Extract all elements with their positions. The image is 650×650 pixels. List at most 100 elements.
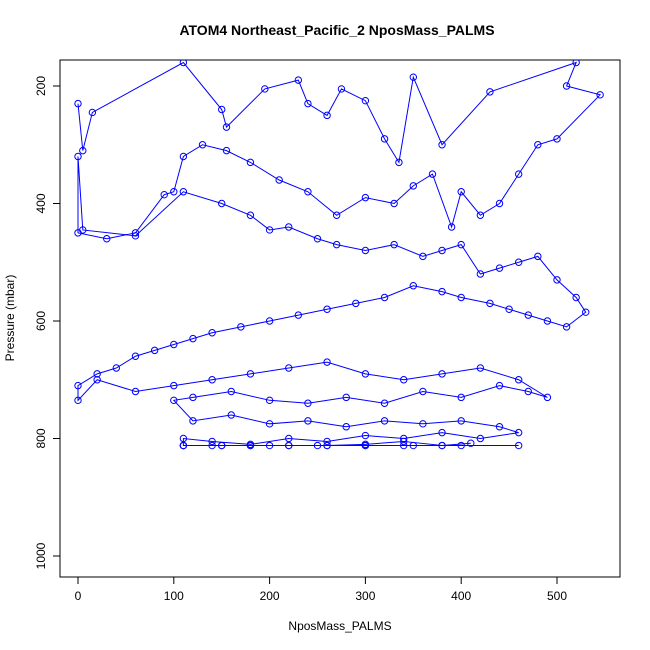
y-tick-label: 600 [34, 311, 48, 331]
data-point [304, 399, 312, 407]
data-point [596, 91, 604, 99]
data-point [438, 441, 446, 450]
data-point [495, 423, 504, 431]
data-point [409, 282, 417, 290]
data-point [265, 441, 274, 450]
data-point [323, 358, 331, 366]
data-point [361, 431, 370, 440]
data-point [170, 188, 178, 196]
data-point [285, 441, 293, 450]
data-point [227, 387, 235, 396]
data-point [222, 146, 231, 155]
data-point [179, 441, 188, 450]
data-point [313, 441, 322, 450]
data-point [198, 141, 207, 149]
data-point [495, 199, 504, 208]
data-point [131, 387, 140, 396]
data-point [400, 434, 408, 443]
data-point [543, 393, 552, 402]
data-point [170, 381, 178, 390]
data-point [265, 396, 274, 405]
data-point [457, 240, 465, 249]
data-point [390, 240, 398, 249]
data-point [486, 88, 494, 96]
data-point [74, 99, 82, 108]
data-point [553, 135, 561, 143]
data-point [428, 170, 437, 178]
data-point [170, 340, 178, 349]
data-point [467, 439, 475, 447]
data-point [438, 428, 446, 437]
data-point [562, 82, 571, 90]
data-point [294, 76, 303, 84]
data-point [160, 190, 168, 199]
data-point [534, 252, 542, 261]
data-point [179, 152, 188, 161]
data-point [246, 211, 255, 219]
data-point [476, 211, 485, 219]
data-point [208, 376, 216, 384]
data-point [457, 393, 465, 402]
data-point [419, 387, 427, 396]
data-point [332, 240, 341, 249]
data-point [395, 158, 403, 167]
data-point [438, 141, 446, 149]
data-point [486, 299, 494, 308]
data-point [476, 364, 485, 372]
x-axis: 0 100 200 300 400 500 [75, 576, 567, 603]
data-point [189, 393, 197, 402]
data-point [361, 370, 370, 378]
series-line [77, 61, 602, 447]
data-point [332, 211, 341, 219]
data-point [457, 188, 465, 196]
chart-title: ATOM4 Northeast_Pacific_2 NposMass_PALMS [179, 22, 494, 38]
data-point [131, 232, 140, 240]
data-point [409, 182, 417, 190]
data-point [304, 417, 312, 425]
data-point [505, 305, 513, 313]
x-tick-label: 200 [260, 589, 280, 603]
data-point [543, 317, 552, 325]
data-point [150, 346, 159, 355]
data-point [361, 246, 370, 255]
data-point [380, 399, 389, 407]
data-point [265, 317, 274, 325]
data-point [562, 323, 571, 331]
data-point [438, 287, 446, 296]
data-point [323, 441, 331, 450]
y-tick-label: 800 [34, 428, 48, 448]
data-point [261, 85, 269, 93]
data-point [380, 135, 389, 143]
data-point [88, 108, 97, 117]
y-axis-label: Pressure (mbar) [3, 275, 17, 362]
data-point [361, 96, 370, 105]
data-point [476, 270, 485, 278]
data-point [131, 352, 140, 360]
plot-frame [59, 59, 621, 578]
data-point [342, 393, 350, 402]
data-point [495, 264, 504, 272]
x-tick-label: 400 [451, 589, 471, 603]
data-point [189, 334, 197, 343]
series-group [74, 60, 604, 450]
x-tick-label: 300 [355, 589, 375, 603]
data-point [361, 193, 370, 202]
x-tick-label: 100 [164, 589, 184, 603]
data-point [179, 188, 188, 196]
data-point [572, 293, 580, 302]
y-tick-label: 200 [34, 76, 48, 96]
data-point [409, 441, 417, 450]
data-point [112, 364, 121, 372]
data-point [457, 417, 465, 425]
data-point [514, 428, 523, 437]
data-point [313, 235, 322, 243]
data-point [553, 276, 561, 284]
y-tick-label: 1000 [34, 542, 48, 569]
data-point [447, 223, 456, 231]
data-point [419, 252, 427, 261]
data-point [265, 420, 274, 428]
data-point [246, 441, 255, 450]
data-point [218, 199, 226, 208]
data-point [79, 146, 87, 155]
data-point [237, 323, 245, 331]
